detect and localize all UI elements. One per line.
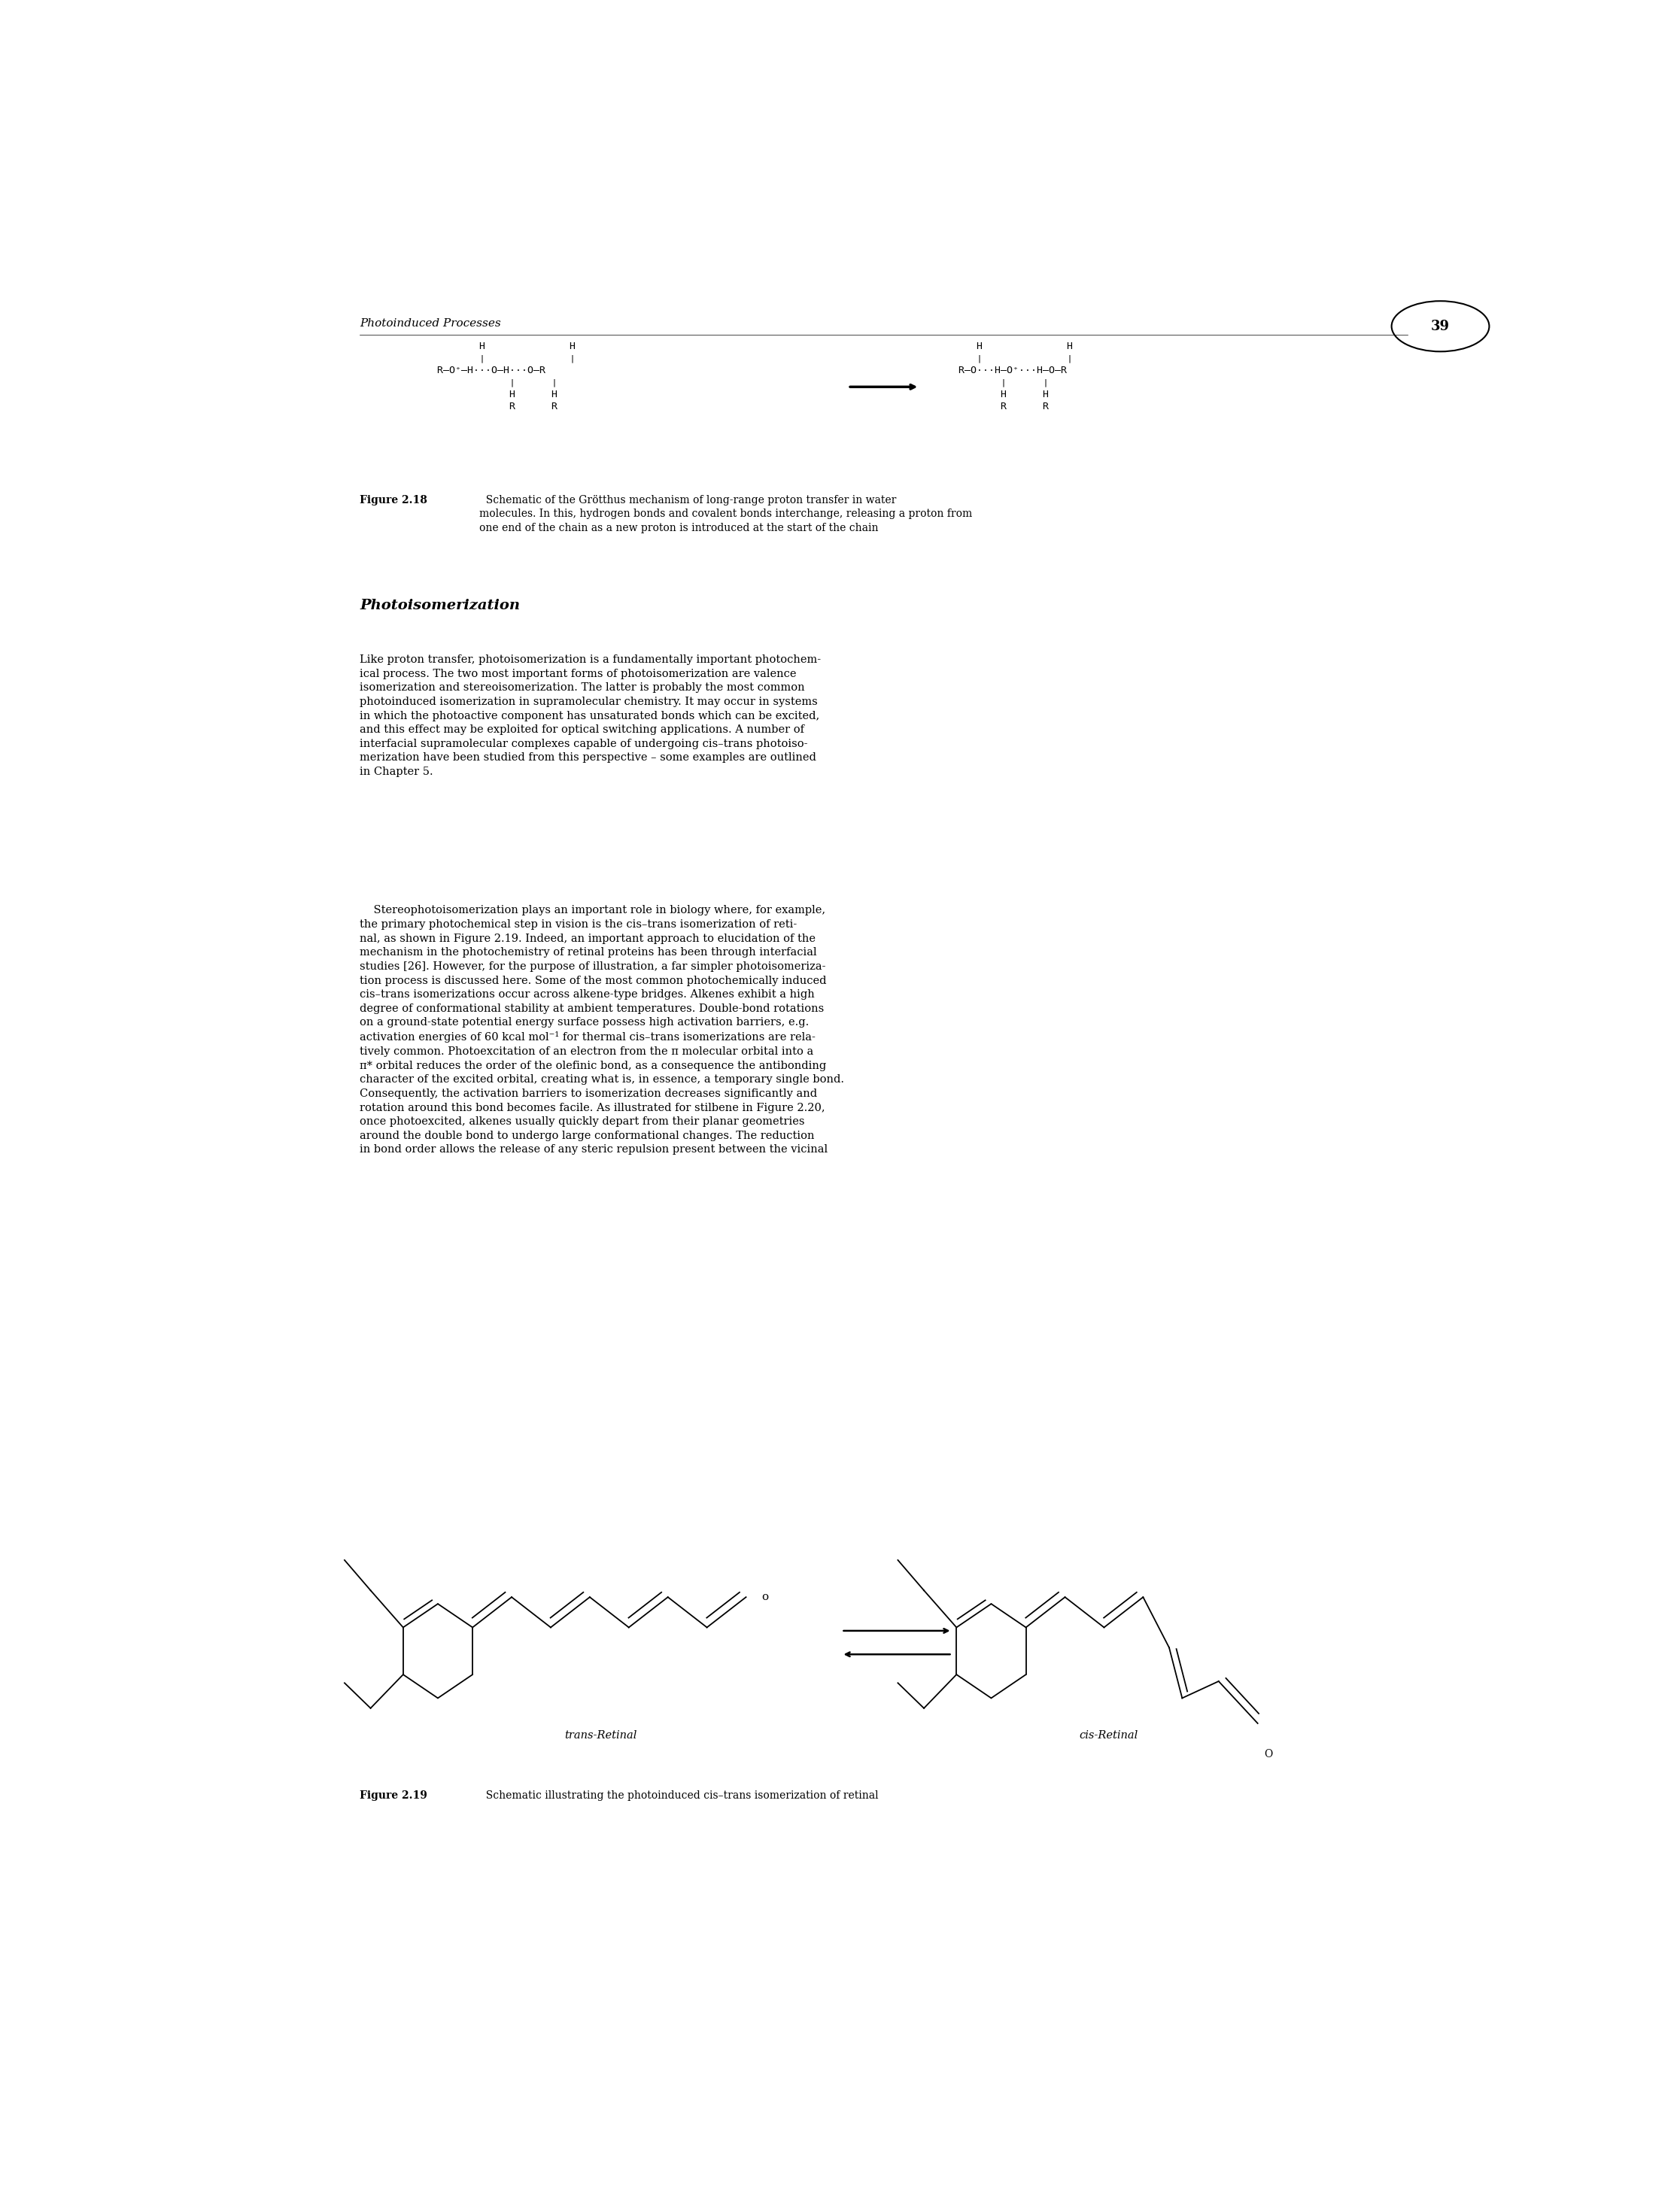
Text: trans-Retinal: trans-Retinal xyxy=(564,1729,637,1740)
Text: 39: 39 xyxy=(1431,319,1450,332)
Text: Figure 2.19: Figure 2.19 xyxy=(360,1790,427,1801)
Text: Photoisomerization: Photoisomerization xyxy=(360,599,521,612)
Text: H              H
    ❘              ❘
 R—O···H—O⁺···H—O—R
        ❘      ❘
     : H H ❘ ❘ R—O···H—O⁺···H—O—R ❘ ❘ xyxy=(953,341,1072,411)
Text: O: O xyxy=(1263,1749,1273,1760)
Text: cis-Retinal: cis-Retinal xyxy=(1079,1729,1137,1740)
Text: Schematic illustrating the photoinduced cis–trans isomerization of retinal: Schematic illustrating the photoinduced … xyxy=(479,1790,879,1801)
Text: Stereophotoisomerization plays an important role in biology where, for example,
: Stereophotoisomerization plays an import… xyxy=(360,905,845,1154)
Text: H              H
        ❘              ❘
 R—O⁺—H···O—H···O—R
             ❘    : H H ❘ ❘ R—O⁺—H···O—H···O—R ❘ xyxy=(432,341,576,411)
Text: Like proton transfer, photoisomerization is a fundamentally important photochem-: Like proton transfer, photoisomerization… xyxy=(360,654,822,776)
Text: o: o xyxy=(761,1591,768,1602)
Text: Figure 2.18: Figure 2.18 xyxy=(360,494,427,505)
Text: Schematic of the Grötthus mechanism of long-range proton transfer in water
molec: Schematic of the Grötthus mechanism of l… xyxy=(479,494,973,533)
Text: Photoinduced Processes: Photoinduced Processes xyxy=(360,317,501,328)
